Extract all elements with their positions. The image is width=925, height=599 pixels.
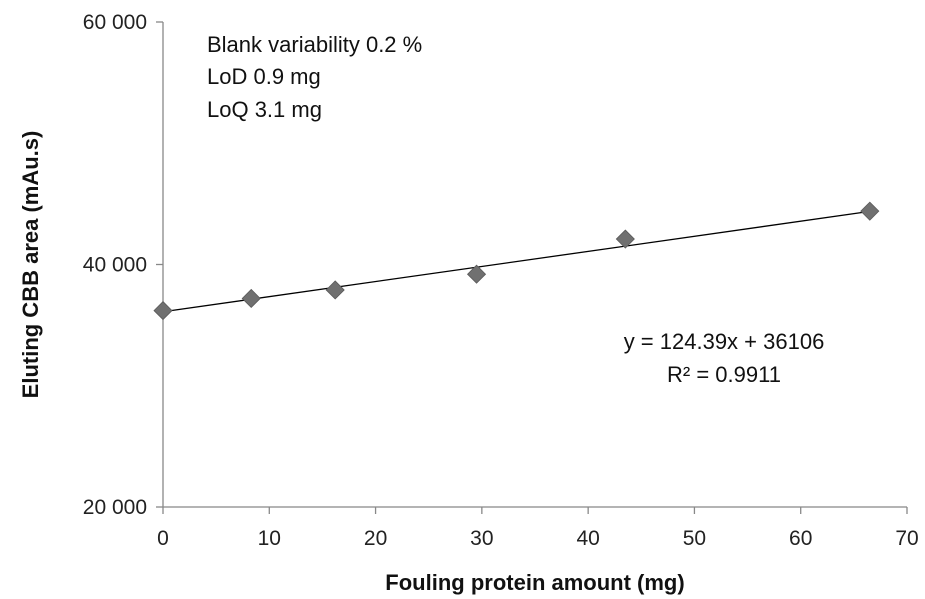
blank-variability-annotation: Blank variability 0.2 % xyxy=(207,32,422,57)
x-tick-label: 50 xyxy=(683,527,706,550)
x-tick-label: 0 xyxy=(157,527,169,550)
x-tick-label: 30 xyxy=(470,527,493,550)
data-points xyxy=(153,201,880,321)
x-tick-label: 60 xyxy=(789,527,812,550)
y-tick-label: 40 000 xyxy=(83,254,147,277)
loq-annotation: LoQ 3.1 mg xyxy=(207,97,322,122)
y-axis-title: Eluting CBB area (mAu.s) xyxy=(18,131,43,399)
data-point-marker xyxy=(325,280,345,300)
data-point-marker xyxy=(615,229,635,249)
y-tick-label: 60 000 xyxy=(83,11,147,34)
y-tick-label: 20 000 xyxy=(83,496,147,519)
lod-annotation: LoD 0.9 mg xyxy=(207,64,321,89)
axes xyxy=(162,22,907,508)
trendline-equation: y = 124.39x + 36106 xyxy=(624,329,825,354)
r-squared-value: R² = 0.9911 xyxy=(667,362,781,387)
data-point-marker xyxy=(860,201,880,221)
trendline xyxy=(162,210,870,313)
x-tick-label: 10 xyxy=(258,527,281,550)
x-tick-label: 40 xyxy=(576,527,599,550)
data-point-marker xyxy=(153,301,173,321)
x-tick-label: 20 xyxy=(364,527,387,550)
x-axis-title: Fouling protein amount (mg) xyxy=(385,570,684,595)
x-ticks: 0 10 20 30 40 50 60 70 xyxy=(157,507,919,550)
data-point-marker xyxy=(466,264,487,284)
data-point-marker xyxy=(241,288,261,309)
x-tick-label: 70 xyxy=(895,527,918,550)
y-ticks: 20 000 40 000 60 000 xyxy=(83,11,163,519)
